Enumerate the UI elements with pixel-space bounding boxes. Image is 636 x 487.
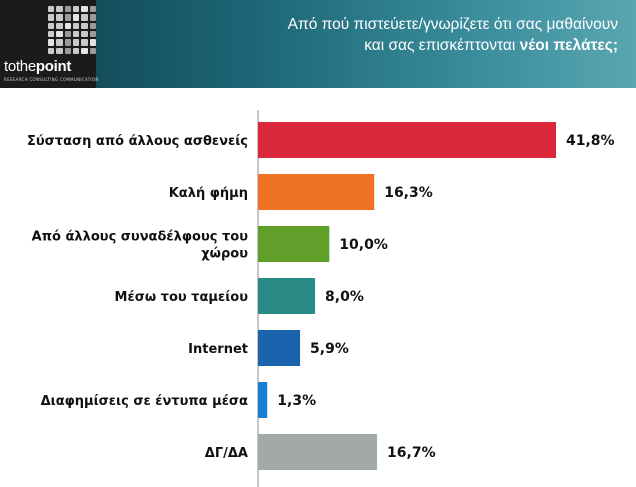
logo: tothepoint RESEARCH CONSULTING COMMUNICA… bbox=[0, 0, 99, 88]
category-label-line: Internet bbox=[188, 342, 248, 357]
bar-3 bbox=[258, 278, 316, 314]
value-label-6: 16,7% bbox=[387, 445, 436, 461]
bar-0 bbox=[258, 122, 556, 158]
category-label-line: ΔΓ/ΔΑ bbox=[205, 446, 248, 461]
logo-tagline: RESEARCH CONSULTING COMMUNICATION bbox=[4, 77, 99, 82]
category-label-2: Από άλλους συναδέλφους του χώρου bbox=[32, 230, 249, 262]
bar-5 bbox=[258, 382, 268, 418]
bar-2 bbox=[258, 226, 330, 262]
category-label-line: Καλή φήμη bbox=[169, 186, 248, 201]
category-label-1: Καλή φήμη bbox=[169, 186, 248, 201]
category-label-line: Διαφημίσεις σε έντυπα μέσα bbox=[41, 394, 248, 409]
header-banner: tothepoint RESEARCH CONSULTING COMMUNICA… bbox=[0, 0, 636, 88]
bar-1 bbox=[258, 174, 375, 210]
logo-dots-icon bbox=[48, 6, 96, 54]
question-line-2: και σας επισκέπτονται νέοι πελάτες; bbox=[364, 37, 618, 54]
value-label-3: 8,0% bbox=[325, 289, 364, 305]
value-label-5: 1,3% bbox=[277, 393, 316, 409]
bar-chart: Σύσταση από άλλους ασθενείς 41,8% Καλή φήμ… bbox=[27, 110, 615, 487]
category-label-5: Διαφημίσεις σε έντυπα μέσα bbox=[41, 394, 248, 409]
value-label-4: 5,9% bbox=[310, 341, 349, 357]
question-bold: νέοι πελάτες; bbox=[519, 37, 618, 54]
category-label-line: Μέσω του ταμείου bbox=[115, 290, 249, 305]
bar-6 bbox=[258, 434, 378, 470]
category-label-line: χώρου bbox=[201, 247, 248, 262]
category-label-line: Σύσταση από άλλους ασθενείς bbox=[27, 134, 248, 149]
value-label-1: 16,3% bbox=[384, 185, 433, 201]
category-label-0: Σύσταση από άλλους ασθενείς bbox=[27, 134, 248, 149]
value-label-0: 41,8% bbox=[566, 133, 615, 149]
category-label-line: Από άλλους συναδέλφους του bbox=[32, 230, 249, 245]
category-label-4: Internet bbox=[188, 342, 248, 357]
category-label-3: Μέσω του ταμείου bbox=[115, 290, 249, 305]
category-label-6: ΔΓ/ΔΑ bbox=[205, 446, 248, 461]
question-line-1: Από πού πιστεύετε/γνωρίζετε ότι σας μαθα… bbox=[287, 16, 618, 33]
logo-text: tothepoint bbox=[4, 58, 72, 75]
survey-question: Από πού πιστεύετε/γνωρίζετε ότι σας μαθα… bbox=[198, 14, 618, 56]
value-label-2: 10,0% bbox=[339, 237, 388, 253]
bar-4 bbox=[258, 330, 301, 366]
